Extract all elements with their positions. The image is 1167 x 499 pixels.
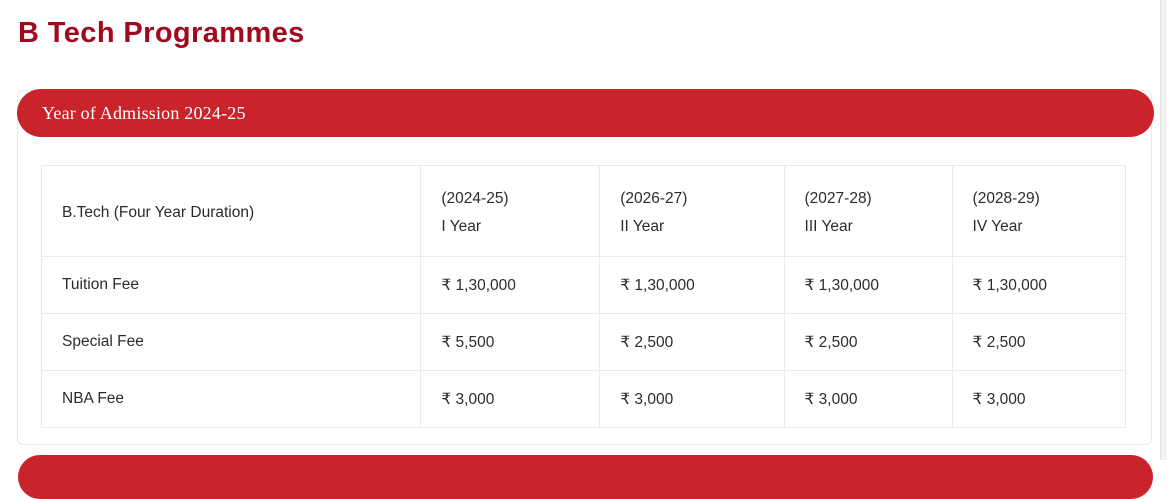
fees-table-header-row: B.Tech (Four Year Duration) (2024-25) I …: [40, 165, 1127, 257]
fees-card: Year of Admission 2024-25 B.Tech (Four Y…: [17, 89, 1154, 445]
fee-label: Tuition Fee: [40, 256, 422, 314]
year-header-3: (2027-28) III Year: [783, 165, 953, 257]
year-label: IV Year: [972, 218, 1023, 235]
scrollbar[interactable]: [1160, 0, 1167, 460]
year-label: I Year: [441, 218, 482, 235]
page-title: B Tech Programmes: [18, 17, 305, 49]
fee-value: ₹ 5,500: [420, 313, 601, 371]
year-of-admission-banner[interactable]: Year of Admission 2024-25: [17, 89, 1154, 137]
year-header-1: (2024-25) I Year: [420, 165, 601, 257]
fee-value: ₹ 1,30,000: [783, 256, 953, 314]
year-header-4: (2028-29) IV Year: [951, 165, 1127, 257]
fee-value: ₹ 2,500: [599, 313, 785, 371]
fee-value: ₹ 3,000: [951, 370, 1127, 428]
table-row-tuition-fee: Tuition Fee ₹ 1,30,000 ₹ 1,30,000 ₹ 1,30…: [40, 256, 1127, 314]
year-period: (2026-27): [620, 190, 688, 207]
year-period: (2027-28): [804, 190, 872, 207]
year-label: II Year: [620, 218, 665, 235]
corner-header-label: B.Tech (Four Year Duration): [62, 204, 255, 221]
table-row-special-fee: Special Fee ₹ 5,500 ₹ 2,500 ₹ 2,500 ₹ 2,…: [40, 313, 1127, 371]
year-period: (2024-25): [441, 190, 509, 207]
fee-value: ₹ 3,000: [420, 370, 601, 428]
year-period: (2028-29): [972, 190, 1040, 207]
fee-value: ₹ 1,30,000: [951, 256, 1127, 314]
fees-table-corner-header: B.Tech (Four Year Duration): [40, 165, 422, 257]
next-year-banner-peek[interactable]: [18, 455, 1153, 499]
fee-label: Special Fee: [40, 313, 422, 371]
fee-value: ₹ 2,500: [783, 313, 953, 371]
year-of-admission-banner-label: Year of Admission 2024-25: [42, 102, 246, 123]
year-label: III Year: [804, 218, 853, 235]
fee-value: ₹ 1,30,000: [599, 256, 785, 314]
fee-value: ₹ 3,000: [783, 370, 953, 428]
year-header-2: (2026-27) II Year: [599, 165, 785, 257]
table-row-nba-fee: NBA Fee ₹ 3,000 ₹ 3,000 ₹ 3,000 ₹ 3,000: [40, 370, 1127, 428]
fees-table: B.Tech (Four Year Duration) (2024-25) I …: [40, 165, 1127, 428]
fee-label: NBA Fee: [40, 370, 422, 428]
fee-value: ₹ 3,000: [599, 370, 785, 428]
fee-value: ₹ 2,500: [951, 313, 1127, 371]
fee-value: ₹ 1,30,000: [420, 256, 601, 314]
